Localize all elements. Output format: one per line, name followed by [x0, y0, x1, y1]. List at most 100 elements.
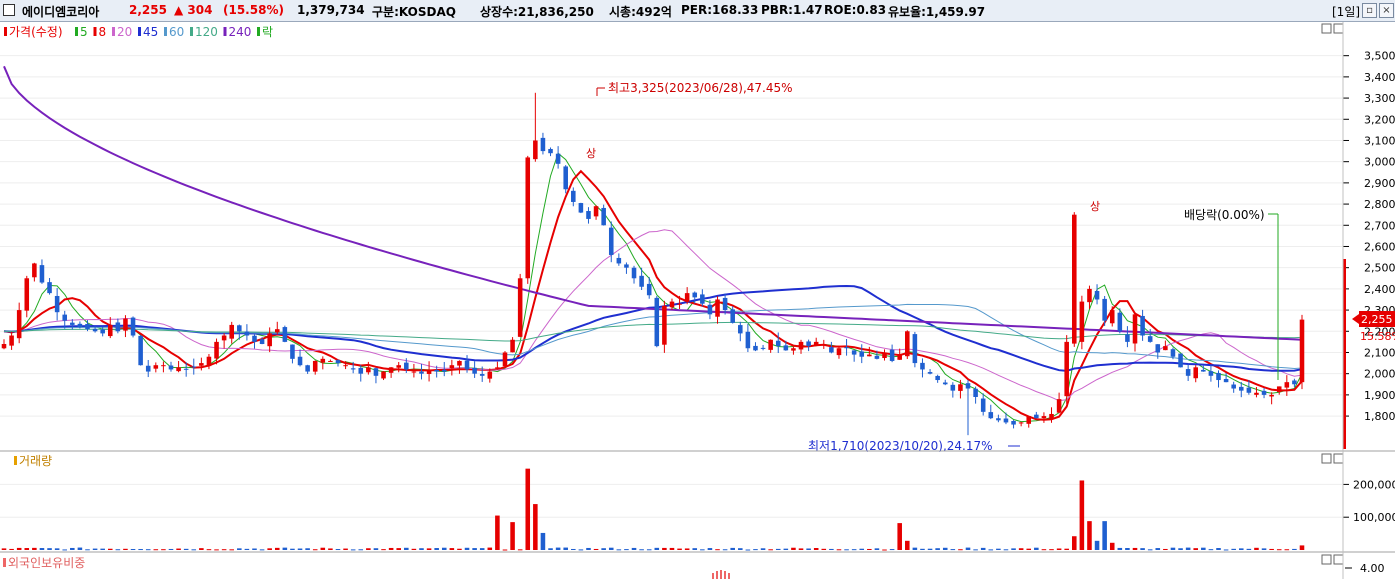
volume-bar	[457, 548, 462, 550]
candle-body	[859, 351, 865, 357]
candle-body	[343, 365, 348, 367]
legend-marker	[75, 27, 78, 36]
price-tick-label: 3,500	[1364, 50, 1395, 63]
candle-body	[912, 334, 918, 364]
volume-bar	[290, 548, 295, 550]
candle-body	[47, 282, 52, 294]
candle-body	[381, 371, 386, 379]
volume-bar	[1163, 548, 1168, 550]
candle-body	[1178, 353, 1183, 368]
foreign-close-icon[interactable]	[1333, 554, 1344, 565]
current-price-box	[1359, 311, 1395, 327]
volume-bar	[836, 549, 842, 551]
restore-icon[interactable]: ▫	[1362, 3, 1377, 18]
volume-bar	[510, 522, 515, 550]
candle-body	[1193, 367, 1199, 379]
period-selector[interactable]: [1일]	[1332, 5, 1361, 19]
candle-body	[601, 207, 606, 226]
candle-body	[199, 363, 204, 366]
volume-bar	[404, 547, 409, 550]
candle-body	[631, 267, 637, 279]
candle-body	[684, 293, 690, 302]
volume-bar	[464, 547, 470, 550]
volume-bar	[578, 549, 584, 551]
candle-body	[775, 340, 781, 347]
candle-body	[1049, 413, 1054, 420]
candle-body	[464, 360, 470, 370]
volume-bar	[563, 547, 568, 550]
volume-bar	[244, 548, 250, 550]
volume-bar	[1117, 547, 1123, 550]
candle-body	[221, 335, 227, 341]
volume-bar	[1261, 548, 1267, 550]
candle-body	[980, 398, 986, 412]
volume-bar	[616, 549, 622, 551]
legend-marker	[223, 27, 227, 36]
volume-bar	[39, 548, 45, 550]
volume-bar	[297, 548, 303, 550]
volume-bar	[1269, 548, 1274, 550]
price-tick-label: 2,700	[1364, 219, 1395, 232]
candle-body	[1132, 314, 1138, 344]
volume-close-icon[interactable]	[1333, 453, 1344, 464]
candle-body	[153, 365, 159, 369]
volume-bar	[259, 549, 265, 551]
candle-body	[813, 341, 819, 346]
volume-bar	[145, 549, 151, 551]
price-tick-label: 2,200	[1364, 325, 1395, 338]
price-tick-label: 1,900	[1364, 389, 1395, 402]
candle-body	[760, 347, 766, 349]
candle-body	[1147, 336, 1153, 342]
volume-gridlines	[0, 483, 1342, 518]
volume-bar	[153, 549, 159, 551]
candle-body	[441, 369, 447, 372]
candle-body	[335, 360, 341, 364]
volume-bar	[381, 549, 386, 551]
candle-body	[183, 368, 189, 370]
candle-body	[502, 352, 508, 367]
candle-body	[145, 365, 151, 372]
volume-bar	[601, 548, 606, 550]
candle-body	[988, 412, 994, 419]
legend-label: 120	[195, 25, 218, 39]
ma-5-line	[3, 152, 1303, 423]
candle-body	[935, 375, 940, 381]
volume-bar	[267, 548, 272, 550]
candle-body	[1003, 418, 1009, 423]
price-close-icon[interactable]	[1333, 23, 1344, 34]
volume-restore-icon[interactable]	[1321, 453, 1332, 464]
per-ratio: PER:168.33	[681, 3, 759, 17]
candle-body	[1216, 372, 1221, 381]
volume-bar	[161, 549, 166, 551]
candle-body	[806, 341, 811, 347]
volume-bar	[775, 548, 781, 550]
select-checkbox[interactable]	[3, 4, 15, 16]
candle-body	[920, 362, 925, 370]
price-restore-icon[interactable]	[1321, 23, 1332, 34]
volume-bar	[252, 548, 257, 550]
volume-bar	[495, 515, 500, 550]
candle-body	[9, 335, 14, 346]
volume-bar	[1094, 540, 1100, 550]
volume-bar	[85, 549, 90, 551]
current-price-arrow	[1352, 314, 1359, 324]
candle-body	[237, 325, 242, 332]
candle-body	[138, 335, 143, 366]
close-icon[interactable]: ×	[1379, 3, 1394, 18]
candle-body	[867, 354, 872, 357]
price-tick-label: 3,200	[1364, 113, 1395, 126]
legend-label: 가격(수정)	[9, 25, 63, 39]
volume-bar	[396, 548, 401, 550]
candle-body	[692, 292, 698, 298]
candle-body	[586, 211, 591, 219]
limit-up-marker-1: 상	[586, 147, 596, 160]
foreign-restore-icon[interactable]	[1321, 554, 1332, 565]
volume-bar	[1041, 549, 1047, 551]
candle-body	[654, 297, 660, 347]
volume-bar	[669, 547, 675, 550]
volume-bar	[829, 548, 834, 550]
candle-body	[426, 369, 432, 374]
current-price-tag: 2,255 15.58%	[1343, 259, 1395, 449]
volume-bar	[1056, 548, 1062, 550]
candle-body	[639, 275, 644, 287]
